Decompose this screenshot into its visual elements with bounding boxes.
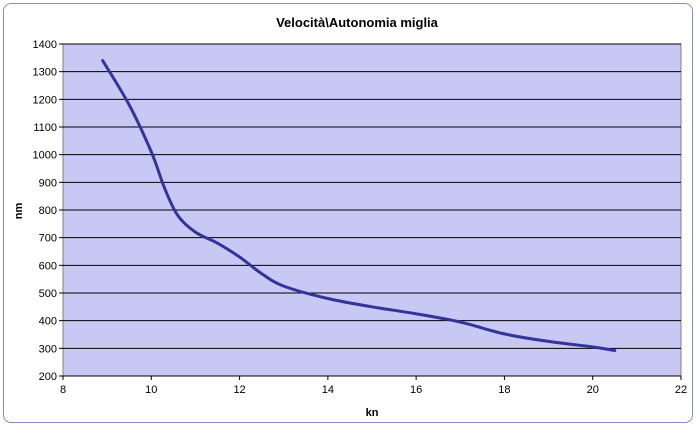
y-tick-label: 1200	[33, 94, 57, 106]
x-tick-label: 22	[675, 384, 687, 396]
x-tick-label: 14	[322, 384, 334, 396]
chart-title: Velocità\Autonomia miglia	[276, 15, 439, 30]
series-line	[101, 59, 617, 352]
x-axis-ticks: 8 10 12 14 16 18 20 22	[60, 376, 687, 396]
y-tick-label: 400	[39, 316, 57, 328]
y-axis-ticks: 200 300 400 500 600 700 800 900 1000 1100 1200 1300…	[33, 39, 57, 383]
x-tick-label: 16	[410, 384, 422, 396]
y-tick-label: 1000	[33, 150, 57, 162]
y-tick-label: 700	[39, 233, 57, 245]
x-tick-label: 18	[498, 384, 510, 396]
y-tick-label: 600	[39, 260, 57, 272]
y-tick-label: 500	[39, 288, 57, 300]
y-tick-label: 300	[39, 343, 57, 355]
x-tick-label: 20	[587, 384, 599, 396]
x-tick-label: 12	[233, 384, 245, 396]
y-tick-label: 1100	[33, 122, 57, 134]
x-axis-label: kn	[366, 407, 379, 419]
gridlines	[59, 43, 681, 377]
x-tick-label: 10	[145, 384, 157, 396]
x-tick-label: 8	[60, 384, 66, 396]
y-tick-label: 1400	[33, 39, 57, 51]
y-tick-label: 200	[39, 371, 57, 383]
y-axis-label: nm	[13, 203, 25, 220]
y-tick-label: 800	[39, 205, 57, 217]
y-tick-label: 1300	[33, 67, 57, 79]
y-tick-label: 900	[39, 177, 57, 189]
